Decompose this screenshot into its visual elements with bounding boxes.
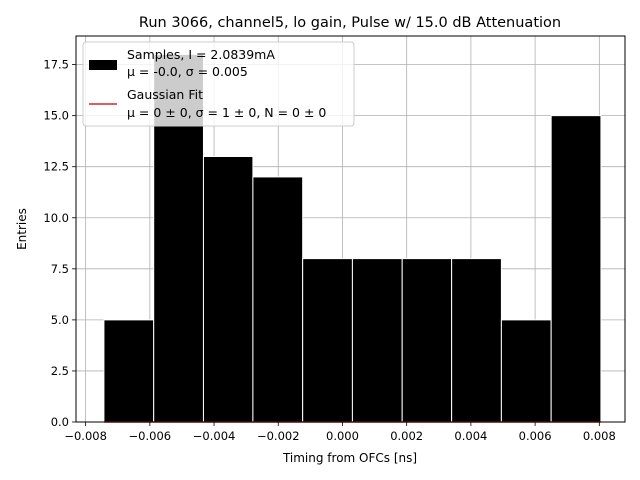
histogram-bar — [451, 258, 502, 423]
x-tick-label: −0.002 — [257, 429, 300, 443]
chart-title: Run 3066, channel5, lo gain, Pulse w/ 15… — [139, 15, 561, 31]
histogram-bar — [302, 258, 353, 423]
y-tick-label: 10.0 — [43, 211, 69, 225]
y-tick-label: 0.0 — [51, 415, 69, 429]
axes-frame — [75, 35, 626, 423]
x-tick-label: −0.008 — [64, 429, 107, 443]
x-tick-label: 0.002 — [390, 429, 423, 443]
histogram-bar — [500, 319, 552, 423]
x-tick-label: −0.004 — [193, 429, 236, 443]
x-tick-label: −0.006 — [129, 429, 172, 443]
y-tick-label: 15.0 — [43, 109, 69, 123]
histogram-bar — [202, 155, 254, 423]
histogram-bar — [401, 258, 453, 423]
y-tick-label: 12.5 — [43, 160, 69, 174]
legend: Samples, I = 2.0839mA μ = -0.0, σ = 0.00… — [82, 41, 355, 127]
x-tick-label: 0.004 — [454, 429, 487, 443]
y-tick-label: 5.0 — [51, 313, 69, 327]
y-tick-label: 17.5 — [43, 58, 69, 72]
legend-samples-label: Samples, I = 2.0839mA — [127, 47, 275, 62]
legend-samples-swatch — [89, 60, 117, 70]
legend-fit-stats: μ = 0 ± 0, σ = 1 ± 0, N = 0 ± 0 — [127, 105, 326, 120]
histogram-bar — [103, 319, 155, 423]
x-tick-label: 0.000 — [326, 429, 359, 443]
histogram-bar — [550, 115, 602, 423]
y-axis-label: Entries — [15, 208, 29, 250]
x-axis-label: Timing from OFCs [ns] — [282, 451, 417, 465]
legend-samples-stats: μ = -0.0, σ = 0.005 — [127, 64, 248, 79]
legend-fit-label: Gaussian Fit — [127, 87, 203, 102]
histogram-bar — [351, 258, 403, 423]
histogram-bar — [252, 176, 304, 423]
y-tick-label: 7.5 — [51, 262, 69, 276]
y-tick-label: 2.5 — [51, 364, 69, 378]
x-tick-label: 0.006 — [519, 429, 552, 443]
ticks-layer: −0.008 −0.006 −0.004 −0.002 0.000 0.002 0.004 0… — [43, 58, 615, 443]
x-tick-label: 0.008 — [583, 429, 616, 443]
legend-frame — [82, 41, 355, 127]
